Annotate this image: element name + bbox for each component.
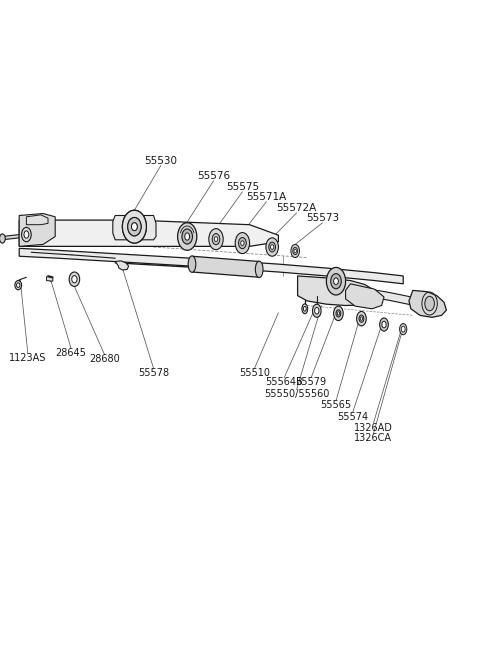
Polygon shape <box>346 284 384 309</box>
Text: 1326CA: 1326CA <box>354 433 393 443</box>
Polygon shape <box>47 277 53 281</box>
Ellipse shape <box>326 267 346 295</box>
Ellipse shape <box>291 244 300 258</box>
Ellipse shape <box>239 238 246 248</box>
Ellipse shape <box>255 261 263 277</box>
Ellipse shape <box>209 229 223 250</box>
Ellipse shape <box>214 237 218 242</box>
Ellipse shape <box>185 233 190 240</box>
Ellipse shape <box>334 306 343 321</box>
Polygon shape <box>26 215 48 225</box>
Ellipse shape <box>302 304 308 314</box>
Polygon shape <box>19 214 55 246</box>
Text: 55530: 55530 <box>144 156 177 166</box>
Ellipse shape <box>359 315 364 322</box>
Ellipse shape <box>294 250 296 252</box>
Polygon shape <box>370 289 422 308</box>
Ellipse shape <box>182 229 192 244</box>
Text: 55576: 55576 <box>197 171 230 181</box>
Ellipse shape <box>22 227 31 242</box>
Ellipse shape <box>266 238 278 256</box>
Ellipse shape <box>337 312 339 315</box>
Ellipse shape <box>336 310 341 317</box>
Ellipse shape <box>293 248 298 254</box>
Ellipse shape <box>122 210 146 243</box>
Ellipse shape <box>15 281 22 290</box>
Ellipse shape <box>312 304 321 317</box>
Polygon shape <box>19 220 278 246</box>
Text: 55564B: 55564B <box>265 377 303 388</box>
Ellipse shape <box>178 223 197 250</box>
Polygon shape <box>192 256 259 277</box>
Text: 55579: 55579 <box>296 377 326 388</box>
Ellipse shape <box>334 278 338 284</box>
Ellipse shape <box>132 223 137 231</box>
Ellipse shape <box>270 244 274 250</box>
Ellipse shape <box>72 276 77 283</box>
Polygon shape <box>19 248 403 284</box>
Polygon shape <box>409 290 446 317</box>
Text: 28680: 28680 <box>89 354 120 365</box>
Ellipse shape <box>132 223 137 231</box>
Text: 55573: 55573 <box>306 213 339 223</box>
Ellipse shape <box>425 296 434 311</box>
Text: 55571A: 55571A <box>246 192 287 202</box>
Ellipse shape <box>128 217 141 236</box>
Ellipse shape <box>357 311 366 326</box>
Ellipse shape <box>380 318 388 331</box>
Polygon shape <box>298 276 379 306</box>
Ellipse shape <box>212 234 220 244</box>
Ellipse shape <box>128 217 141 236</box>
Text: 55574: 55574 <box>337 411 368 422</box>
Ellipse shape <box>331 273 341 289</box>
Ellipse shape <box>240 240 244 246</box>
Text: 55565: 55565 <box>321 400 351 411</box>
Text: 55550/55560: 55550/55560 <box>264 389 329 399</box>
Text: 55510: 55510 <box>239 368 270 378</box>
Ellipse shape <box>401 326 405 332</box>
Text: 55575: 55575 <box>226 182 259 193</box>
Ellipse shape <box>188 256 196 273</box>
Text: 1326AD: 1326AD <box>354 422 393 433</box>
Ellipse shape <box>24 231 29 238</box>
Ellipse shape <box>0 234 5 243</box>
Text: 28645: 28645 <box>56 348 86 358</box>
Ellipse shape <box>360 317 363 320</box>
Ellipse shape <box>235 233 250 254</box>
Ellipse shape <box>16 283 20 288</box>
Ellipse shape <box>122 210 146 243</box>
Polygon shape <box>115 261 129 270</box>
Ellipse shape <box>315 307 319 314</box>
Polygon shape <box>2 235 19 240</box>
Text: 1123AS: 1123AS <box>9 353 47 363</box>
Text: 55578: 55578 <box>138 368 169 378</box>
Ellipse shape <box>382 321 386 328</box>
Polygon shape <box>113 215 156 240</box>
Ellipse shape <box>303 306 306 311</box>
Ellipse shape <box>399 324 407 335</box>
Ellipse shape <box>269 242 276 252</box>
Text: 55572A: 55572A <box>276 203 317 214</box>
Ellipse shape <box>69 272 80 286</box>
